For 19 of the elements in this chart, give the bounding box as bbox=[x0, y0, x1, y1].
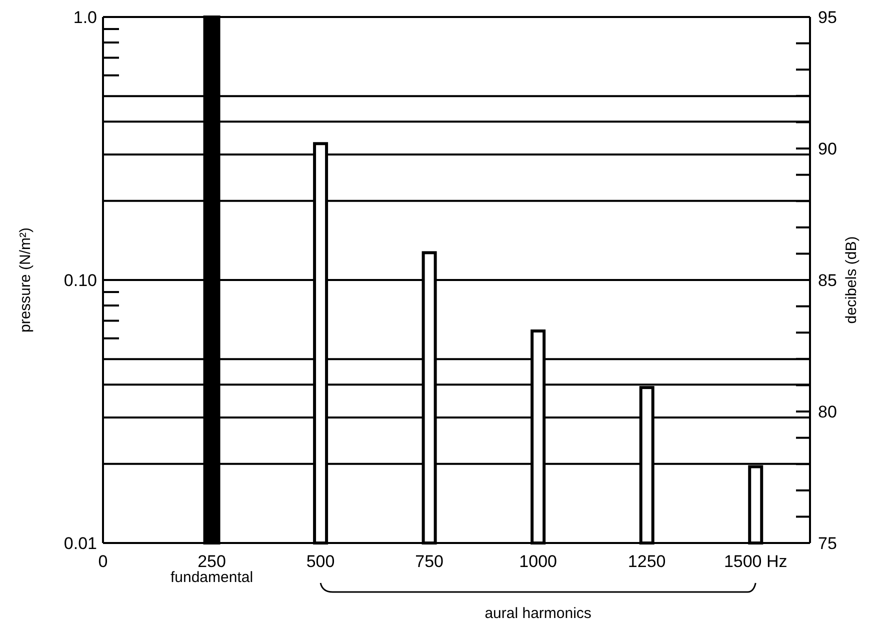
text: aural harmonics bbox=[484, 605, 592, 622]
y2-axis-title: decibels (dB) bbox=[843, 236, 860, 324]
y-axis-title: pressure (N/m²) bbox=[17, 227, 34, 333]
y2-tick-label: 75 bbox=[818, 534, 837, 553]
y-tick-label: 0.01 bbox=[64, 534, 97, 553]
x-tick-label: 250 bbox=[198, 552, 226, 571]
x-tick-label: 1250 bbox=[628, 552, 666, 571]
y2-tick-label: 95 bbox=[818, 8, 837, 27]
x-tick-label: 1000 bbox=[519, 552, 557, 571]
text: fundamental bbox=[170, 569, 254, 586]
x-tick-label: 0 bbox=[98, 552, 108, 571]
x-tick-label: 500 bbox=[306, 552, 335, 571]
y-tick-label: 1.0 bbox=[73, 8, 97, 27]
y2-tick-label: 85 bbox=[818, 270, 837, 290]
y2-tick-label: 80 bbox=[818, 402, 837, 422]
x-tick-label: 750 bbox=[415, 552, 444, 571]
y2-tick-label: 90 bbox=[818, 139, 837, 158]
y-tick-label: 0.10 bbox=[64, 270, 97, 290]
x-tick-label: 1500 Hz bbox=[724, 552, 788, 571]
